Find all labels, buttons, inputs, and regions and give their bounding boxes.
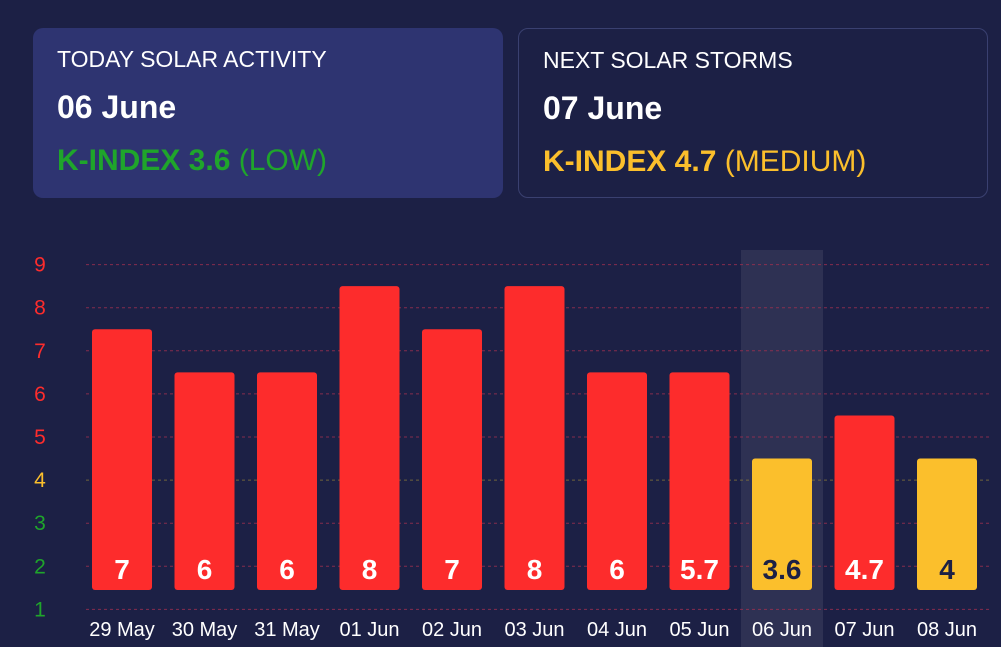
bar-value-label: 6 [279,554,295,585]
y-tick-label: 7 [34,340,46,363]
bar-value-label: 8 [527,554,543,585]
y-tick-label: 8 [34,297,46,320]
bar [257,372,317,590]
today-date: 06 June [57,89,177,125]
x-tick-label: 03 Jun [504,619,564,641]
bar-value-label: 4 [939,554,955,585]
today-activity-card: TODAY SOLAR ACTIVITY 06 June K-INDEX 3.6… [33,28,503,198]
x-tick-label: 06 Jun [752,619,812,641]
bar-value-label: 7 [114,554,130,585]
bar-value-label: 8 [362,554,378,585]
bar-value-label: 7 [444,554,460,585]
y-tick-label: 3 [34,512,46,535]
bar [92,329,152,590]
x-tick-label: 05 Jun [669,619,729,641]
next-card-title: NEXT SOLAR STORMS [543,47,793,73]
next-kindex-level: (MEDIUM) [724,145,867,178]
x-tick-label: 08 Jun [917,619,977,641]
bar-value-label: 6 [609,554,625,585]
today-kindex: K-INDEX 3.6 (LOW) [57,143,479,179]
bar [917,458,977,590]
bar [669,372,730,590]
y-tick-label: 4 [34,469,46,492]
bar [504,286,565,590]
y-tick-label: 6 [34,383,46,406]
next-kindex: K-INDEX 4.7 (MEDIUM) [543,144,963,180]
x-tick-label: 07 Jun [834,619,894,641]
x-tick-label: 29 May [89,619,155,641]
bar-value-label: 4.7 [845,554,884,585]
y-tick-label: 5 [34,426,46,449]
next-date: 07 June [543,90,663,126]
bar [174,372,235,590]
x-tick-label: 30 May [172,619,238,641]
bar-value-label: 5.7 [680,554,719,585]
bar [752,458,812,590]
y-tick-label: 9 [34,254,46,277]
x-tick-label: 31 May [254,619,320,641]
next-storms-card: NEXT SOLAR STORMS 07 June K-INDEX 4.7 (M… [518,28,988,198]
bar [834,415,895,590]
today-kindex-level: (LOW) [238,144,328,177]
bar [339,286,400,590]
bar [422,329,482,590]
bar [587,372,647,590]
today-card-title: TODAY SOLAR ACTIVITY [57,46,327,72]
y-tick-label: 2 [34,555,46,578]
x-tick-label: 02 Jun [422,619,482,641]
y-tick-label: 1 [34,598,46,621]
next-kindex-value: K-INDEX 4.7 [543,145,717,178]
x-tick-label: 01 Jun [339,619,399,641]
today-kindex-value: K-INDEX 3.6 [57,144,231,177]
x-tick-label: 04 Jun [587,619,647,641]
bar-value-label: 3.6 [763,554,802,585]
bar-value-label: 6 [197,554,213,585]
